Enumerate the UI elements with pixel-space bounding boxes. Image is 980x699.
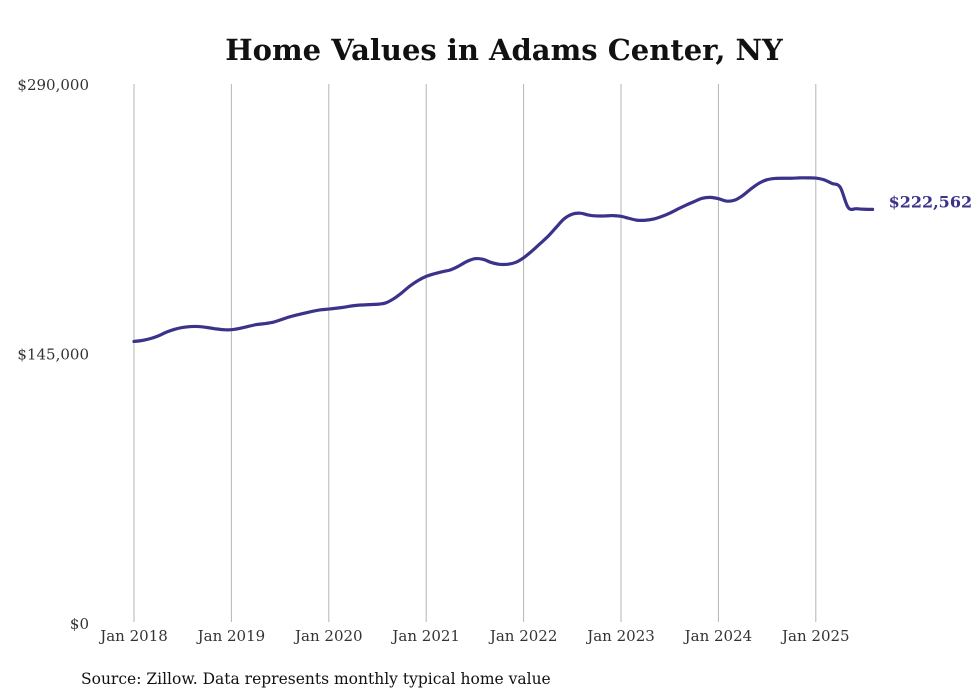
x-tick-label: Jan 2023 <box>585 627 655 645</box>
y-tick-label: $0 <box>70 615 89 633</box>
x-tick-label: Jan 2020 <box>293 627 363 645</box>
grid-lines <box>133 84 817 622</box>
x-axis-ticks: Jan 2018 Jan 2019 Jan 2020 Jan 2021 Jan 2022… <box>98 627 849 645</box>
x-tick-label: Jan 2025 <box>780 627 850 645</box>
chart-title: Home Values in Adams Center, NY <box>225 33 783 67</box>
x-tick-label: Jan 2024 <box>683 627 753 645</box>
y-tick-label: $290,000 <box>17 76 89 94</box>
x-tick-label: Jan 2019 <box>196 627 266 645</box>
x-tick-label: Jan 2018 <box>98 627 168 645</box>
end-value-label: $222,562 <box>889 192 973 211</box>
series-line <box>132 176 875 344</box>
source-note: Source: Zillow. Data represents monthly … <box>81 670 551 688</box>
y-tick-label: $145,000 <box>17 346 89 364</box>
x-tick-label: Jan 2021 <box>390 627 460 645</box>
series-line-group: $222,562 <box>132 176 973 344</box>
y-axis-ticks: $0 $145,000 $290,000 <box>17 76 89 633</box>
x-tick-label: Jan 2022 <box>488 627 558 645</box>
